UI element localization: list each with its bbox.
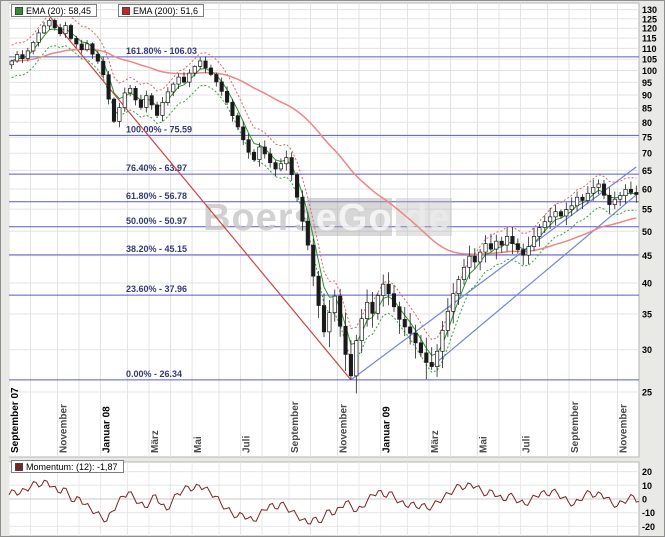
momentum-legend: Momentum: (12): -1,87 bbox=[11, 460, 124, 473]
trendlines bbox=[48, 15, 637, 381]
svg-text:November: November bbox=[618, 404, 629, 453]
svg-text:76.40% - 63.97: 76.40% - 63.97 bbox=[126, 163, 187, 173]
svg-text:70: 70 bbox=[642, 149, 652, 159]
svg-text:61.80% - 56.78: 61.80% - 56.78 bbox=[126, 191, 187, 201]
svg-text:0.00% - 26.34: 0.00% - 26.34 bbox=[126, 369, 182, 379]
svg-text:25: 25 bbox=[642, 388, 652, 398]
svg-text:September 07: September 07 bbox=[10, 387, 21, 453]
ema200-legend: EMA (200): 51,6 bbox=[118, 4, 205, 17]
svg-text:90: 90 bbox=[642, 90, 652, 100]
svg-text:10: 10 bbox=[642, 481, 652, 491]
svg-text:Juli: Juli bbox=[242, 436, 253, 453]
svg-text:BoerseGo.de: BoerseGo.de bbox=[203, 197, 451, 239]
svg-text:38.20% - 45.15: 38.20% - 45.15 bbox=[126, 244, 187, 254]
svg-text:März: März bbox=[430, 430, 441, 453]
svg-text:35: 35 bbox=[642, 309, 652, 319]
svg-text:November: November bbox=[338, 404, 349, 453]
svg-text:50.00% - 50.97: 50.00% - 50.97 bbox=[126, 216, 187, 226]
svg-text:-20: -20 bbox=[642, 522, 655, 532]
momentum-panel: 20 10 0 -10 -20 bbox=[8, 467, 655, 532]
svg-text:115: 115 bbox=[642, 34, 657, 44]
svg-text:Mai: Mai bbox=[193, 436, 204, 453]
svg-text:110: 110 bbox=[642, 44, 657, 54]
svg-text:Januar 09: Januar 09 bbox=[382, 406, 393, 453]
svg-text:75: 75 bbox=[642, 133, 652, 143]
watermark: BoerseGo.de bbox=[203, 197, 452, 239]
svg-text:50: 50 bbox=[642, 227, 652, 237]
svg-text:20: 20 bbox=[642, 467, 652, 477]
svg-text:130: 130 bbox=[642, 5, 657, 15]
svg-text:30: 30 bbox=[642, 345, 652, 355]
svg-text:-10: -10 bbox=[642, 508, 655, 518]
svg-text:100.00% - 75.59: 100.00% - 75.59 bbox=[126, 124, 192, 134]
svg-text:0: 0 bbox=[642, 495, 647, 505]
ema20-legend: EMA (20): 58,45 bbox=[11, 4, 98, 17]
svg-text:23.60% - 37.96: 23.60% - 37.96 bbox=[126, 284, 187, 294]
gridlines bbox=[8, 2, 640, 536]
svg-text:Juli: Juli bbox=[522, 436, 533, 453]
svg-text:100: 100 bbox=[642, 66, 657, 76]
momentum-legend-label: Momentum: (12): -1,87 bbox=[26, 461, 118, 472]
ema20-legend-label: EMA (20): 58,45 bbox=[26, 5, 92, 16]
svg-text:45: 45 bbox=[642, 251, 652, 261]
svg-text:161.80% - 106.03: 161.80% - 106.03 bbox=[126, 46, 197, 56]
svg-text:80: 80 bbox=[642, 118, 652, 128]
svg-text:Mai: Mai bbox=[478, 436, 489, 453]
svg-text:105: 105 bbox=[642, 55, 657, 65]
svg-text:120: 120 bbox=[642, 24, 657, 34]
svg-text:November: November bbox=[58, 404, 69, 453]
svg-text:Januar 08: Januar 08 bbox=[102, 406, 113, 453]
momentum-color-swatch bbox=[15, 462, 23, 471]
svg-text:65: 65 bbox=[642, 166, 652, 176]
svg-text:40: 40 bbox=[642, 279, 652, 289]
candles bbox=[9, 18, 639, 394]
svg-text:125: 125 bbox=[642, 14, 657, 24]
ema200-legend-label: EMA (200): 51,6 bbox=[133, 5, 199, 16]
svg-text:September: September bbox=[570, 401, 581, 453]
svg-text:September: September bbox=[290, 401, 301, 453]
svg-text:85: 85 bbox=[642, 104, 652, 114]
ema200-color-swatch bbox=[122, 6, 130, 15]
time-axis: September 07 November Januar 08 März Mai Juli… bbox=[10, 387, 629, 453]
svg-text:März: März bbox=[150, 430, 161, 453]
svg-text:60: 60 bbox=[642, 184, 652, 194]
svg-text:95: 95 bbox=[642, 78, 652, 88]
ema20-color-swatch bbox=[15, 6, 23, 15]
svg-text:55: 55 bbox=[642, 205, 652, 215]
